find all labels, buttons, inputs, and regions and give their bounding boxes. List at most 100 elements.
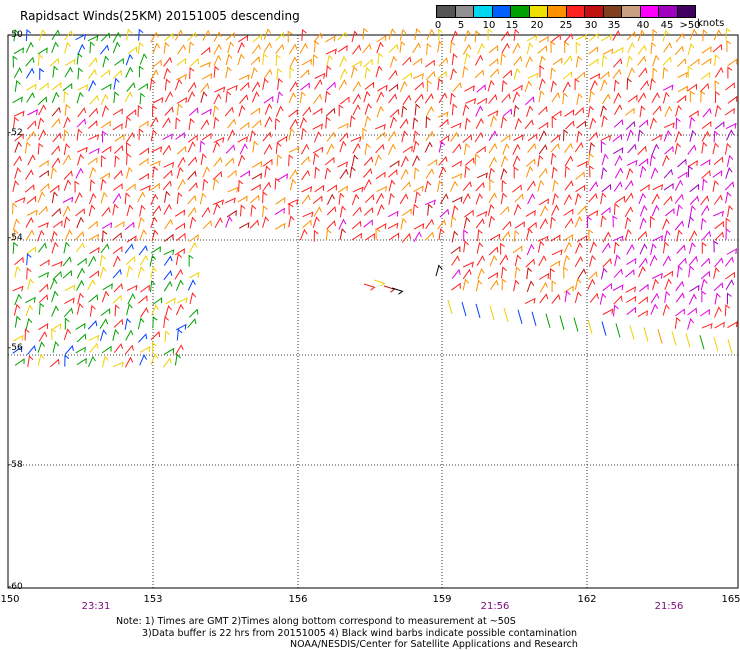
wind-barb xyxy=(575,184,586,193)
wind-barb xyxy=(313,229,319,242)
wind-barb xyxy=(674,142,682,155)
wind-barb xyxy=(474,54,484,66)
wind-barb xyxy=(376,185,388,193)
wind-barb xyxy=(649,117,657,130)
wind-barb xyxy=(187,31,197,42)
wind-barb xyxy=(312,152,320,165)
wind-barb xyxy=(176,191,183,204)
latitude-label: -52 xyxy=(8,128,23,138)
wind-barb xyxy=(238,222,250,229)
wind-barb xyxy=(512,184,522,193)
wind-barb xyxy=(613,92,622,104)
wind-barb xyxy=(175,117,181,130)
wind-barb xyxy=(465,98,477,104)
wind-barb xyxy=(38,322,49,331)
wind-barb xyxy=(464,117,471,130)
wind-barb xyxy=(113,77,120,90)
wind-barb xyxy=(87,355,96,368)
wind-barb xyxy=(275,43,285,54)
wind-barb xyxy=(388,143,396,155)
wind-barb xyxy=(188,182,198,192)
wind-barb xyxy=(640,80,649,91)
wind-barb xyxy=(163,347,175,355)
wind-barb xyxy=(114,304,120,317)
wind-barb xyxy=(112,294,122,304)
wind-barb xyxy=(26,83,37,91)
wind-barb xyxy=(127,293,136,305)
wind-barb xyxy=(649,254,658,267)
wind-barb xyxy=(150,69,159,81)
latitude-label: -56 xyxy=(8,343,23,353)
wind-barb xyxy=(177,178,186,190)
wind-barb xyxy=(613,118,624,128)
wind-barb xyxy=(501,231,511,242)
wind-barb xyxy=(501,93,511,103)
wind-barb xyxy=(714,292,721,305)
wind-barb xyxy=(475,193,483,205)
wind-barb xyxy=(100,243,110,254)
wind-barb xyxy=(176,232,186,242)
wind-barb xyxy=(701,290,707,303)
map-frame xyxy=(7,34,739,589)
wind-barb xyxy=(138,65,144,78)
wind-barb xyxy=(112,246,123,254)
wind-barb xyxy=(51,323,62,331)
wind-barb xyxy=(26,246,36,255)
wind-barb xyxy=(525,56,533,68)
wind-barb xyxy=(262,77,269,90)
wind-barb xyxy=(414,81,424,91)
wind-barb xyxy=(312,54,319,66)
wind-barb xyxy=(664,278,672,291)
wind-barb xyxy=(299,91,306,104)
wind-barb xyxy=(726,154,734,167)
wind-barb xyxy=(337,44,348,53)
wind-barb xyxy=(275,54,281,67)
wind-barb xyxy=(626,159,638,166)
wind-barb xyxy=(26,67,35,79)
wind-barb xyxy=(189,216,197,229)
wind-barb xyxy=(399,193,409,205)
wind-barb xyxy=(613,268,623,278)
wind-barb xyxy=(201,132,212,141)
wind-barb xyxy=(652,278,659,291)
wind-barb xyxy=(662,241,669,254)
wind-barb xyxy=(700,90,706,103)
wind-barb xyxy=(99,172,111,180)
wind-barb xyxy=(675,292,685,303)
wind-barb xyxy=(538,272,550,280)
wind-barb xyxy=(326,193,335,205)
wind-barb xyxy=(74,180,80,193)
wind-barb xyxy=(689,90,695,103)
wind-barb xyxy=(277,135,288,143)
wind-barb xyxy=(239,94,249,104)
wind-barb xyxy=(24,328,30,341)
wind-barb xyxy=(539,218,548,230)
wind-barb xyxy=(112,268,122,279)
wind-barb xyxy=(627,67,636,79)
wind-barb xyxy=(462,268,472,280)
wind-barb xyxy=(189,241,198,253)
wind-barb xyxy=(187,279,196,291)
wind-barb xyxy=(363,90,371,103)
wind-barb xyxy=(689,58,700,67)
wind-barb xyxy=(474,153,480,166)
wind-barb xyxy=(12,202,18,215)
wind-barb xyxy=(552,193,559,205)
wind-barb xyxy=(299,117,307,129)
wind-barb xyxy=(112,108,123,116)
wind-barb xyxy=(352,80,361,92)
wind-barb xyxy=(685,333,691,348)
wind-barb xyxy=(76,128,83,141)
wind-barb xyxy=(477,229,483,242)
wind-barb xyxy=(212,178,219,191)
wind-barb xyxy=(476,172,488,179)
wind-barb xyxy=(351,154,359,167)
wind-barb xyxy=(538,198,549,206)
wind-barb xyxy=(13,47,24,55)
wind-barb xyxy=(525,96,535,106)
wind-barb xyxy=(51,290,59,303)
wind-barb xyxy=(538,144,548,155)
wind-barb xyxy=(301,127,307,140)
wind-barb xyxy=(550,234,561,242)
wind-barb xyxy=(89,342,99,353)
